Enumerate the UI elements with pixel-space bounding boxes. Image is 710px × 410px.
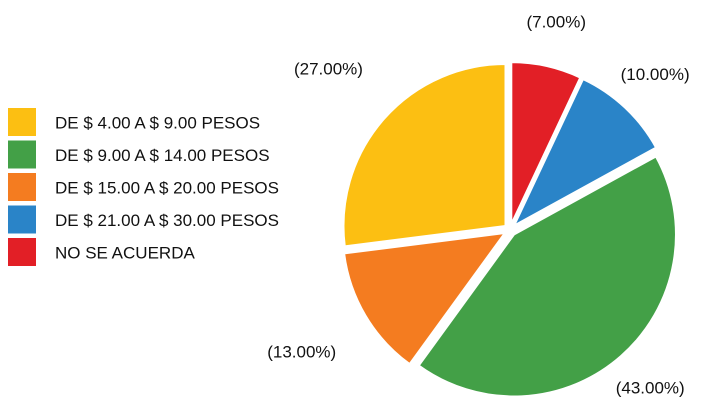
pie-slice: [342, 63, 507, 248]
legend-swatch: [8, 173, 36, 201]
legend-label: DE $ 4.00 A $ 9.00 PESOS: [55, 113, 260, 132]
legend-swatch: [8, 140, 36, 169]
pie-slice: [511, 77, 658, 228]
pie-slice: [342, 231, 508, 366]
legend-label: DE $ 9.00 A $ 14.00 PESOS: [55, 146, 270, 165]
legend-label: DE $ 15.00 A $ 20.00 PESOS: [55, 178, 279, 197]
data-label: (27.00%): [294, 59, 363, 78]
legend-swatch: [8, 238, 36, 266]
data-label: (13.00%): [267, 343, 336, 362]
data-label: (10.00%): [621, 65, 690, 84]
data-label: (7.00%): [526, 13, 586, 32]
legend-swatch: [8, 108, 36, 136]
legend-label: DE $ 21.00 A $ 30.00 PESOS: [55, 211, 279, 230]
pie-slice: [510, 61, 582, 225]
pie-slice: [417, 155, 677, 398]
legend-swatch: [8, 205, 36, 234]
legend-label: NO SE ACUERDA: [55, 243, 195, 262]
data-label: (43.00%): [616, 379, 685, 398]
